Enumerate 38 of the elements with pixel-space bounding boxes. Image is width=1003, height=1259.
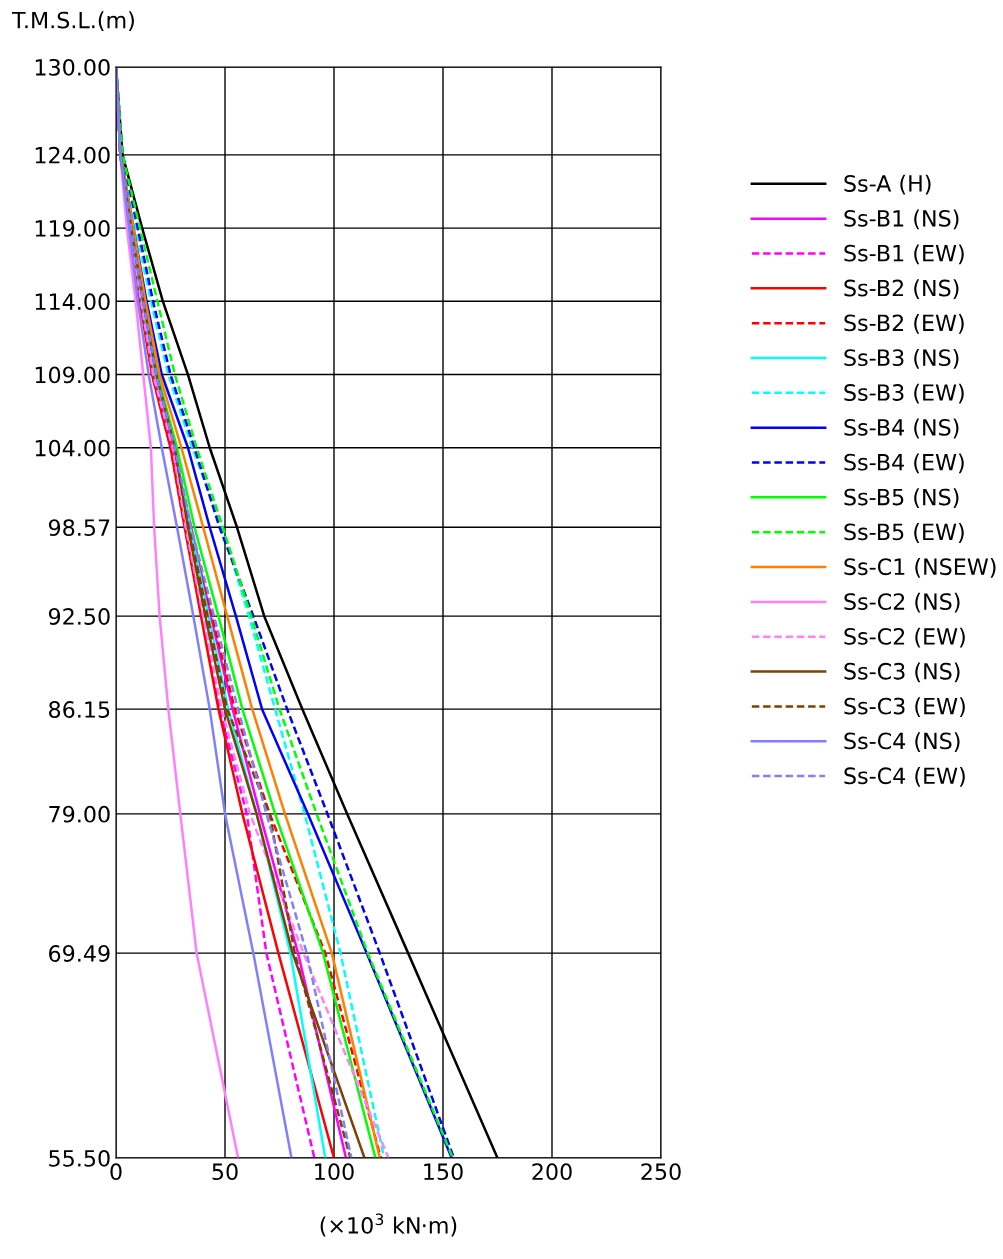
legend-label: Ss-B3 (EW) — [844, 383, 964, 404]
legend-label: Ss-C2 (EW) — [844, 627, 965, 648]
legend-label: Ss-B4 (EW) — [844, 453, 964, 474]
y-tick-label: 79.00 — [49, 805, 110, 823]
legend-label: Ss-A (H) — [844, 174, 931, 195]
y-tick-label: 104.00 — [35, 439, 110, 457]
y-tick-label: 86.15 — [49, 701, 110, 718]
legend-label: Ss-B5 (NS) — [844, 488, 959, 509]
y-tick-label: 69.49 — [49, 945, 110, 962]
y-tick-label: 124.00 — [35, 146, 110, 164]
legend-label: Ss-B5 (EW) — [844, 523, 964, 543]
x-tick-label: 50 — [212, 1163, 238, 1181]
legend-label: Ss-C4 (NS) — [844, 732, 960, 752]
x-tick-label: 200 — [532, 1163, 572, 1181]
legend-label: Ss-B1 (EW) — [844, 244, 964, 265]
legend-label: Ss-B4 (NS) — [844, 418, 959, 439]
y-tick-label: 92.50 — [48, 608, 110, 625]
legend-label: Ss-B2 (NS) — [844, 279, 959, 300]
x-tick-label: 250 — [641, 1163, 681, 1181]
y-tick-label: 55.50 — [49, 1149, 110, 1167]
x-tick-label: 100 — [315, 1163, 354, 1181]
legend-label: Ss-C3 (NS) — [844, 662, 960, 683]
legend-label: Ss-C2 (NS) — [844, 592, 960, 613]
y-tick-label: 119.00 — [35, 220, 110, 237]
x-tick-label: 0 — [110, 1163, 122, 1181]
y-tick-label: 109.00 — [35, 366, 110, 384]
legend-label: Ss-B1 (NS) — [844, 209, 959, 230]
legend-label: Ss-C4 (EW) — [844, 766, 965, 787]
legend-label: Ss-B2 (EW) — [844, 314, 964, 334]
x-axis-title: (×10$^{3}$ kN·m) — [320, 1213, 457, 1237]
x-tick-label: 150 — [424, 1163, 463, 1181]
y-tick-label: 130.00 — [35, 58, 110, 76]
legend-label: Ss-C1 (NSEW) — [844, 557, 996, 578]
y-tick-label: 98.57 — [48, 519, 110, 537]
legend-label: Ss-C3 (EW) — [844, 697, 965, 718]
legend-label: Ss-B3 (NS) — [844, 348, 959, 369]
y-axis-title: T.M.S.L.(m) — [11, 11, 134, 32]
y-tick-label: 114.00 — [35, 293, 110, 311]
